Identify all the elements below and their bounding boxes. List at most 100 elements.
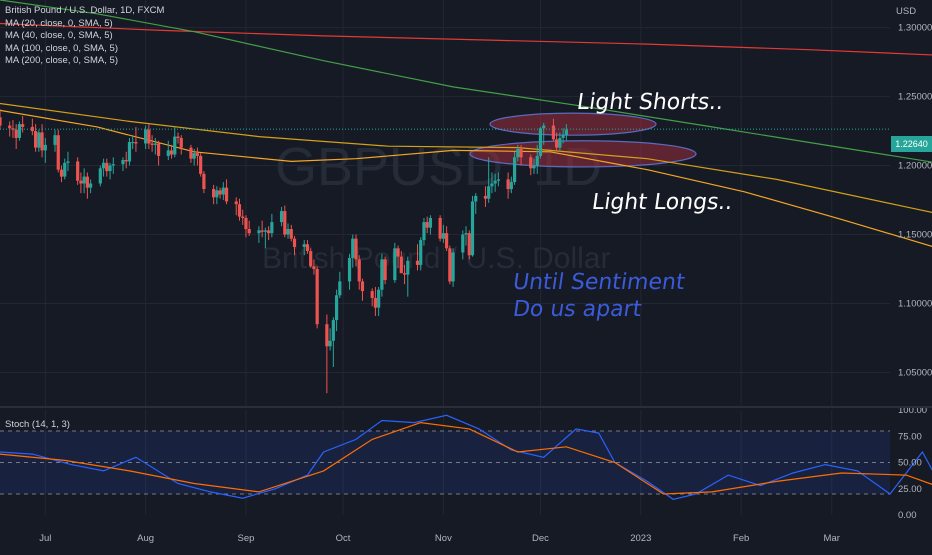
candle-body [312,266,316,270]
candle-body [53,135,57,145]
ma200-line [0,22,932,56]
candle-body [17,124,22,138]
candle-body [289,229,293,239]
candle-body [309,251,313,267]
candle-body [221,187,225,195]
candle-body [124,160,128,162]
candle-body [121,160,125,165]
ma200-legend[interactable]: MA (200, close, 0, SMA, 5) [5,55,118,66]
candle-body [218,190,222,195]
candle-body [224,187,229,202]
note-do-us-apart[interactable]: Do us apart [511,297,644,322]
symbol-title[interactable]: British Pound / U.S. Dollar, 1D, FXCM [5,5,165,16]
time-tick-label: Oct [336,533,351,544]
candle-body [438,217,442,239]
candle-body [270,222,274,234]
candle-body [448,248,452,282]
candle-body [247,229,251,234]
last-price-tag: 1.22640 [891,136,932,152]
candle-body [393,248,397,281]
candle-body [490,183,494,187]
candle-body [519,149,523,158]
candle-body [134,142,138,144]
candle-body [105,162,109,172]
candle-body [464,233,468,235]
time-tick-label: Dec [532,533,549,544]
candle-body [30,126,34,132]
candle-body [286,229,290,235]
candle-body [108,165,112,172]
candle-body [283,211,287,235]
candle-body [215,190,219,198]
candle-body [144,129,148,144]
candle-body [354,238,358,260]
candle-body [373,298,378,308]
candlestick-series [0,108,568,394]
candle-body [315,269,319,325]
candle-body [445,233,449,249]
candle-body [156,143,161,156]
stoch-legend[interactable]: Stoch (14, 1, 3) [5,419,70,430]
indicator-legend: British Pound / U.S. Dollar, 1D, FXCM MA… [5,5,164,68]
candle-body [419,240,423,265]
candle-body [380,259,384,290]
note-light-shorts[interactable]: Light Shorts.. [575,90,726,115]
currency-unit: USD [896,6,917,17]
ma40-line [0,102,932,214]
candle-body [328,340,332,347]
candle-body [101,162,106,169]
time-tick-label: Feb [733,533,749,544]
candle-body [467,233,471,256]
candle-body [406,260,410,275]
candle-body [509,182,513,190]
price-axis[interactable]: 1.30000 1.25000 1.20000 1.15000 1.10000 1.050… [898,23,932,521]
ma40-legend[interactable]: MA (40, close, 0, SMA, 5) [5,30,113,41]
candle-body [267,230,271,234]
candle-body [493,180,497,184]
candle-body [564,129,568,136]
candle-body [506,179,510,190]
candle-body [483,195,488,199]
candle-body [532,165,536,169]
candle-body [244,217,248,230]
stoch-band [0,431,890,494]
candle-body [396,248,400,257]
candle-body [334,295,339,321]
candle-body [241,216,245,218]
candle-body [127,142,132,162]
candle-body [63,162,67,177]
candle-body [202,173,206,190]
time-axis[interactable]: Jul Aug Sep Oct Nov Dec 2023 Feb Mar [39,533,840,544]
candle-body [351,238,355,258]
watermark-name: British Pound / U.S. Dollar [262,242,610,275]
candle-body [189,147,193,159]
candle-body [425,222,429,228]
stoch-k-line [0,414,932,500]
candle-body [474,195,478,202]
candle-body [383,259,387,281]
candle-body [82,176,86,184]
candle-body [166,150,170,156]
stoch-tick-label: 25.00 [898,484,922,495]
candle-body [56,135,60,170]
time-tick-label: Aug [137,533,154,544]
candle-body [192,153,196,159]
candle-body [66,161,70,163]
ma100-legend[interactable]: MA (100, close, 0, SMA, 5) [5,42,118,54]
candle-body [402,273,407,275]
candle-body [237,204,242,217]
stoch-d-line [0,421,932,495]
candle-body [561,135,565,138]
note-light-longs[interactable]: Light Longs.. [590,190,735,215]
candle-body [542,125,546,129]
candle-body [415,260,420,265]
candle-body [451,252,455,282]
ma20-legend[interactable]: MA (20, close, 0, SMA, 5) [5,17,113,29]
candle-body [212,189,216,198]
candle-body [173,136,177,155]
candle-body [43,144,47,151]
candle-body [529,157,533,169]
note-until-sentiment[interactable]: Until Sentiment [511,270,687,295]
